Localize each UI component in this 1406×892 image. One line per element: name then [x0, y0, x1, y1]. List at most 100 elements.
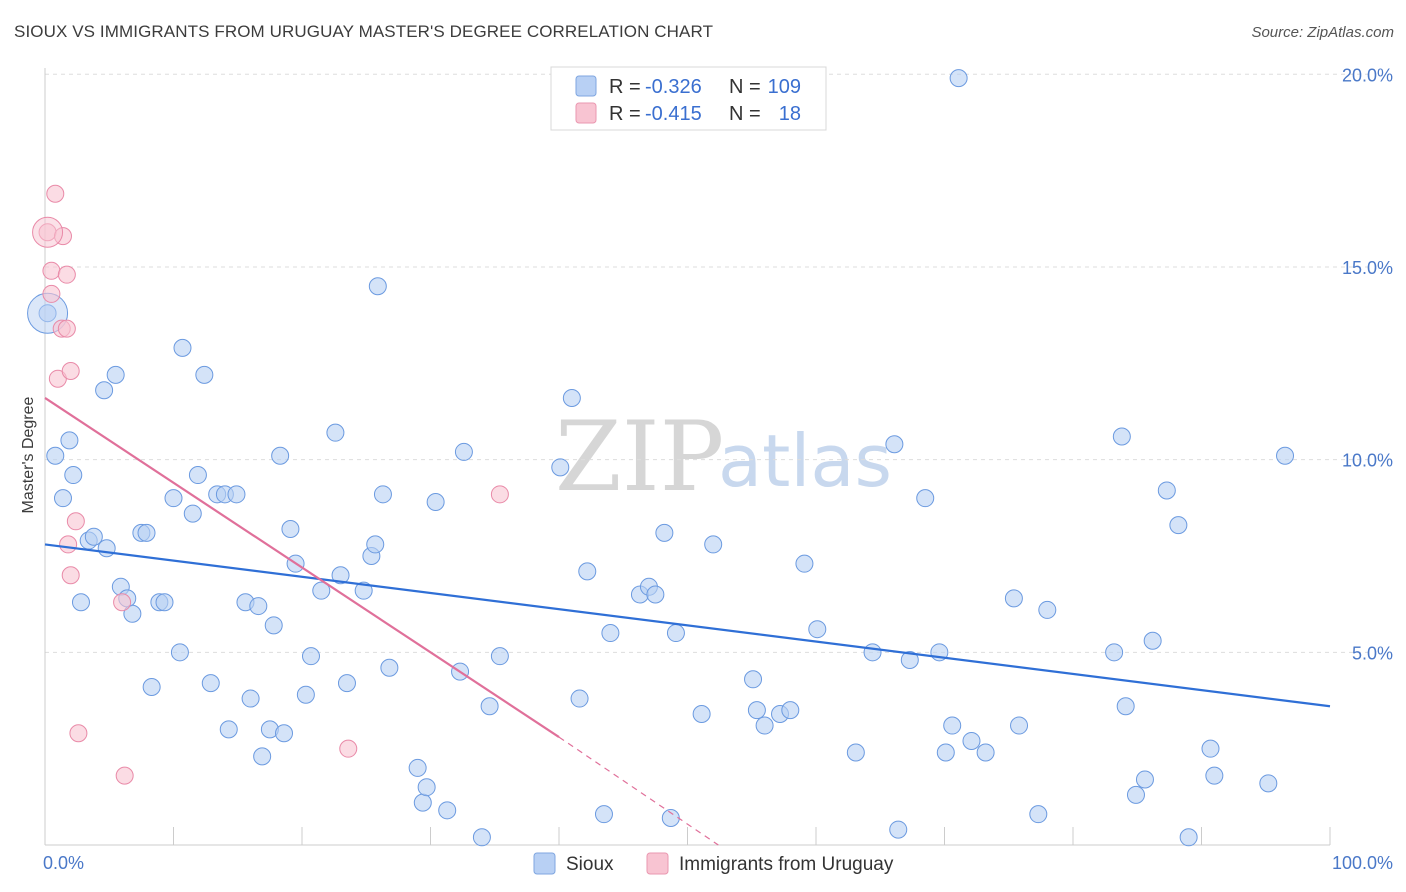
sioux-point	[281, 520, 300, 538]
sioux-point	[808, 620, 827, 639]
sioux-point	[1038, 600, 1057, 619]
sioux-point	[95, 381, 114, 400]
sioux-trend-line	[44, 543, 1331, 708]
uruguay-cluster-point	[32, 216, 64, 248]
sioux-point	[195, 365, 214, 384]
sioux-point	[46, 446, 65, 465]
y-tick-label: 5.0%	[1352, 643, 1393, 663]
sioux-point	[655, 523, 674, 542]
sioux-point	[373, 485, 392, 504]
x-tick-label-max: 100.0%	[1332, 853, 1393, 873]
sioux-point	[1143, 631, 1162, 650]
sioux-point	[666, 624, 685, 643]
sioux-point	[570, 689, 589, 708]
uruguay-point	[115, 766, 134, 785]
sioux-point	[164, 489, 183, 508]
sioux-point	[863, 643, 882, 662]
y-tick-label: 20.0%	[1342, 65, 1393, 85]
sioux-point	[916, 489, 935, 508]
sioux-point	[846, 743, 865, 762]
uruguay-point	[490, 485, 509, 504]
sioux-point	[1157, 481, 1176, 500]
sioux-point	[71, 593, 90, 612]
sioux-point	[438, 801, 457, 820]
watermark: ZIP atlas	[555, 401, 892, 513]
sioux-point	[137, 523, 156, 542]
sioux-point	[747, 701, 766, 720]
sioux-point	[704, 535, 723, 554]
y-axis-label: Master's Degree	[20, 396, 37, 513]
sioux-point	[253, 747, 272, 766]
chart-title: SIOUX VS IMMIGRANTS FROM URUGUAY MASTER'…	[14, 22, 714, 41]
sioux-point	[296, 685, 315, 704]
sioux-point	[426, 493, 445, 512]
sioux-points	[27, 69, 1295, 847]
sioux-point	[241, 689, 260, 708]
sioux-point	[219, 720, 238, 739]
sioux-point	[227, 485, 246, 504]
sioux-point	[936, 743, 955, 762]
sioux-point	[578, 562, 597, 581]
sioux-point	[188, 466, 207, 485]
legend: R = -0.326 N = 109 R = -0.415 N = 18	[550, 66, 827, 131]
sioux-point	[53, 489, 72, 508]
bottom-legend-label-uruguay: Immigrants from Uruguay	[679, 854, 894, 875]
sioux-point	[692, 704, 711, 723]
sioux-point	[490, 647, 509, 666]
trend-lines	[44, 397, 1331, 846]
sioux-point	[354, 581, 373, 600]
sioux-point	[60, 431, 79, 450]
uruguay-point	[66, 512, 85, 531]
sioux-point	[380, 658, 399, 677]
uruguay-point	[57, 265, 76, 284]
x-tick-labels: 0.0% 100.0%	[43, 853, 1393, 873]
legend-swatch-sioux	[575, 75, 597, 97]
sioux-point	[781, 701, 800, 720]
sioux-point	[601, 624, 620, 643]
sioux-point	[1029, 805, 1048, 824]
sioux-point	[1179, 828, 1198, 847]
uruguay-point	[42, 261, 61, 280]
x-tick-label-min: 0.0%	[43, 853, 84, 873]
legend-n-label-uruguay: N =	[729, 103, 761, 125]
sioux-point	[264, 616, 283, 635]
sioux-point	[795, 554, 814, 573]
uruguay-point	[59, 535, 78, 554]
sioux-point	[1201, 739, 1220, 758]
sioux-point	[551, 458, 570, 477]
uruguay-point	[339, 739, 358, 758]
bottom-legend-label-sioux: Sioux	[566, 854, 614, 875]
watermark-zip: ZIP	[555, 401, 724, 513]
sioux-point	[123, 604, 142, 623]
sioux-point	[142, 678, 161, 696]
sioux-point	[1116, 697, 1135, 716]
uruguay-point	[46, 184, 65, 203]
sioux-point	[1276, 446, 1295, 465]
legend-r-value-uruguay: -0.415	[645, 103, 702, 125]
sioux-point	[949, 69, 968, 88]
legend-r-label-uruguay: R =	[609, 103, 641, 125]
uruguay-point	[57, 319, 76, 338]
sioux-point	[755, 716, 774, 735]
bottom-legend-swatch-uruguay	[646, 852, 669, 875]
y-tick-label: 15.0%	[1342, 258, 1393, 278]
sioux-point	[1135, 770, 1154, 789]
uruguay-points	[32, 184, 509, 785]
sioux-point	[271, 446, 290, 465]
legend-swatch-uruguay	[575, 102, 597, 124]
sioux-point	[646, 585, 665, 604]
sioux-point	[368, 277, 387, 296]
sioux-point	[97, 539, 116, 558]
sioux-point	[1126, 785, 1145, 804]
sioux-point	[472, 828, 491, 847]
sioux-point	[183, 504, 202, 523]
sioux-point	[943, 716, 962, 735]
sioux-point	[201, 674, 220, 693]
uruguay-trend-line	[44, 397, 560, 739]
sioux-point	[170, 643, 189, 662]
sioux-point	[562, 388, 581, 407]
sioux-point	[962, 731, 981, 750]
sioux-point	[889, 820, 908, 839]
sioux-point	[64, 466, 83, 485]
y-tick-label: 10.0%	[1342, 451, 1393, 471]
